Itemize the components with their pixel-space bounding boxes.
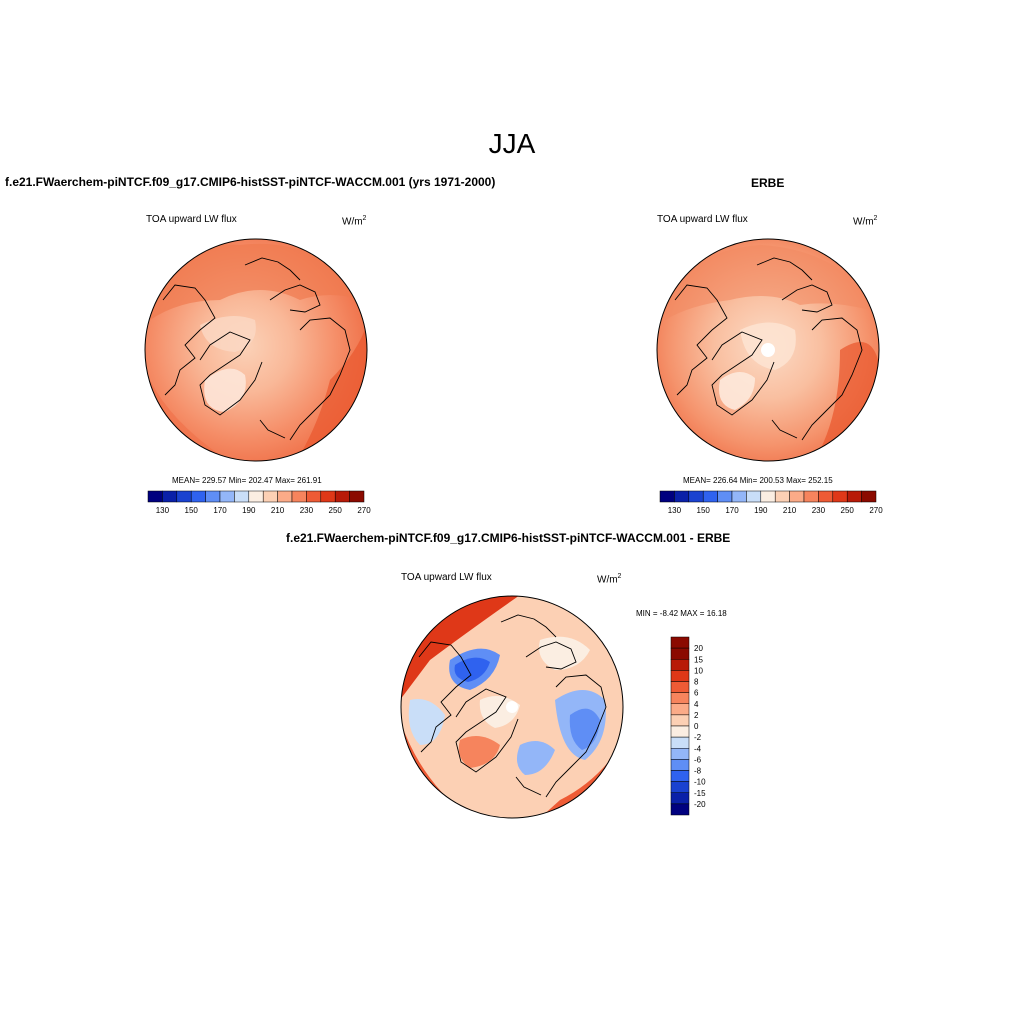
panel1-colorbar-swatch [162, 490, 178, 503]
panel1-colorbar-swatch [176, 490, 192, 503]
panel1-colorbar-swatch [291, 490, 307, 503]
panel1-colorbar-swatch [147, 490, 163, 503]
panel1-colorbar-swatch [334, 490, 350, 503]
panel2-colorbar-swatch [846, 490, 862, 503]
panel3-colorbar-swatch [670, 748, 690, 760]
panel3-colorbar-tick-label: -8 [694, 767, 702, 776]
panel2-colorbar: 130 150 170 190 210 230 250 270 [659, 490, 883, 515]
panel2-colorbar-tick-label: 150 [697, 506, 711, 515]
panel1-colorbar-swatch [306, 490, 322, 503]
panel1-colorbar-tick-label: 170 [213, 506, 227, 515]
panel3-units: W/m2 [597, 573, 622, 586]
panel2-colorbar-tick-label: 230 [812, 506, 826, 515]
panel1-colorbar: 130 150 170 190 210 230 250 270 [147, 490, 371, 515]
panel2-colorbar-tick-label: 210 [783, 506, 797, 515]
panel3-colorbar-tick-label: -10 [694, 778, 706, 787]
panel3-colorbar-tick-label: -6 [694, 755, 702, 764]
panel3-colorbar-tick-label: 2 [694, 711, 699, 720]
panel1-colorbar-tick-label: 230 [300, 506, 314, 515]
panel2-stats: MEAN= 226.64 Min= 200.53 Max= 252.15 [683, 476, 833, 485]
panel2-variable-label: TOA upward LW flux [657, 214, 748, 225]
panel3-colorbar-swatch [670, 636, 690, 649]
panel2-colorbar-tick-label: 190 [754, 506, 768, 515]
panel2-colorbar-swatch [688, 490, 704, 503]
panel1-stats: MEAN= 229.57 Min= 202.47 Max= 261.91 [172, 476, 322, 485]
panel1-units: W/m2 [342, 215, 367, 228]
panel2-colorbar-swatch [760, 490, 776, 503]
panel3-polar-map [400, 595, 624, 819]
panel1-colorbar-tick-label: 250 [329, 506, 343, 515]
panel2-polar-map [656, 238, 880, 462]
panel2-colorbar-tick-label: 170 [725, 506, 739, 515]
panel2-colorbar-swatch [832, 490, 848, 503]
panel3-colorbar-tick-label: 8 [694, 678, 699, 687]
panel2-units: W/m2 [853, 215, 878, 228]
panel3-colorbar-tick-label: -4 [694, 744, 702, 753]
panel2-colorbar-swatch [702, 490, 718, 503]
panel2-colorbar-tick-label: 130 [668, 506, 682, 515]
panel2-colorbar-swatch [746, 490, 762, 503]
figure-title: JJA [488, 128, 536, 159]
panel1-colorbar-tick-label: 150 [185, 506, 199, 515]
panel3-colorbar-swatch [670, 714, 690, 727]
panel3-heading: f.e21.FWaerchem-piNTCF.f09_g17.CMIP6-his… [286, 531, 731, 545]
panel2-colorbar-tick-label: 270 [869, 506, 883, 515]
panel2-colorbar-swatch [731, 490, 747, 503]
panel3-variable-label: TOA upward LW flux [401, 572, 492, 583]
panel1-colorbar-swatch [234, 490, 250, 503]
panel1-colorbar-swatch [219, 490, 235, 503]
panel3-colorbar-swatch [670, 781, 690, 793]
panel1-colorbar-swatch [320, 490, 336, 503]
panel1-colorbar-tick-label: 190 [242, 506, 256, 515]
panel1-colorbar-tick-label: 270 [357, 506, 371, 515]
panel3-colorbar-tick-label: -20 [694, 800, 706, 809]
panel2-colorbar-swatch [659, 490, 675, 503]
panel2-colorbar-swatch [803, 490, 819, 503]
panel3-colorbar-swatch [670, 703, 690, 716]
panel1-colorbar-swatch [248, 490, 264, 503]
panel3-colorbar-tick-label: -15 [694, 789, 706, 798]
panel1-variable-label: TOA upward LW flux [146, 214, 237, 225]
panel2-colorbar-swatch [774, 490, 790, 503]
panel3-colorbar-swatch [670, 681, 690, 693]
panel3-colorbar-tick-label: 0 [694, 722, 699, 731]
panel2-heading: ERBE [751, 176, 785, 190]
panel1-colorbar-swatch [277, 490, 293, 503]
panel3-colorbar-swatch [670, 659, 690, 671]
panel3-colorbar-swatch [670, 759, 690, 771]
panel3-colorbar-swatch [670, 725, 690, 738]
panel3-colorbar-tick-label: 15 [694, 655, 703, 664]
panel1-colorbar-swatch [262, 490, 278, 503]
panel3-stats: MIN = -8.42 MAX = 16.18 [636, 609, 727, 618]
panel1-colorbar-tick-label: 210 [271, 506, 285, 515]
panel3-colorbar-tick-label: 4 [694, 700, 699, 709]
panel2-colorbar-swatch [818, 490, 834, 503]
panel3-colorbar-swatch [670, 647, 690, 660]
panel2-colorbar-swatch [861, 490, 877, 503]
panel3-colorbar-swatch [670, 736, 690, 749]
panel2-colorbar-swatch [717, 490, 733, 503]
panel1-colorbar-swatch [349, 490, 365, 503]
panel3-colorbar-swatch [670, 770, 690, 782]
panel2-colorbar-tick-label: 250 [841, 506, 855, 515]
panel1-colorbar-swatch [205, 490, 221, 503]
panel3-colorbar-swatch [670, 803, 690, 816]
panel1-heading: f.e21.FWaerchem-piNTCF.f09_g17.CMIP6-his… [5, 175, 496, 189]
panel2-colorbar-swatch [789, 490, 805, 503]
panel3-colorbar-swatch [670, 670, 690, 682]
panel1-colorbar-tick-label: 130 [156, 506, 170, 515]
panel3-colorbar-tick-label: 20 [694, 644, 703, 653]
panel2-colorbar-swatch [674, 490, 690, 503]
panel1-polar-map [144, 238, 368, 462]
panel3-colorbar-swatch [670, 692, 690, 704]
panel3-colorbar-tick-label: 6 [694, 689, 699, 698]
panel3-colorbar-tick-label: 10 [694, 666, 703, 675]
panel1-colorbar-swatch [190, 490, 206, 503]
panel3-colorbar-swatch [670, 792, 690, 805]
panel3-colorbar-tick-label: -2 [694, 733, 702, 742]
